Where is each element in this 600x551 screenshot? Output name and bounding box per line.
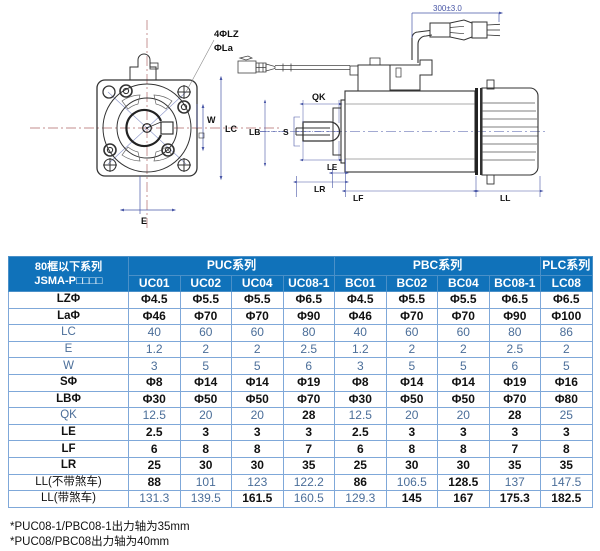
svg-text:LC: LC bbox=[225, 124, 237, 134]
svg-text:LB: LB bbox=[249, 127, 260, 137]
svg-text:W: W bbox=[207, 115, 216, 125]
svg-text:E: E bbox=[141, 216, 147, 226]
svg-text:S: S bbox=[283, 127, 289, 137]
svg-text:LR: LR bbox=[314, 184, 325, 194]
svg-text:300±3.0: 300±3.0 bbox=[433, 4, 462, 13]
svg-text:LL: LL bbox=[500, 193, 510, 203]
svg-text:LE: LE bbox=[327, 163, 338, 172]
svg-text:4ΦLZ: 4ΦLZ bbox=[214, 29, 239, 40]
svg-text:QK: QK bbox=[312, 92, 326, 102]
svg-text:ΦLa: ΦLa bbox=[214, 43, 234, 54]
svg-text:LF: LF bbox=[353, 193, 363, 203]
